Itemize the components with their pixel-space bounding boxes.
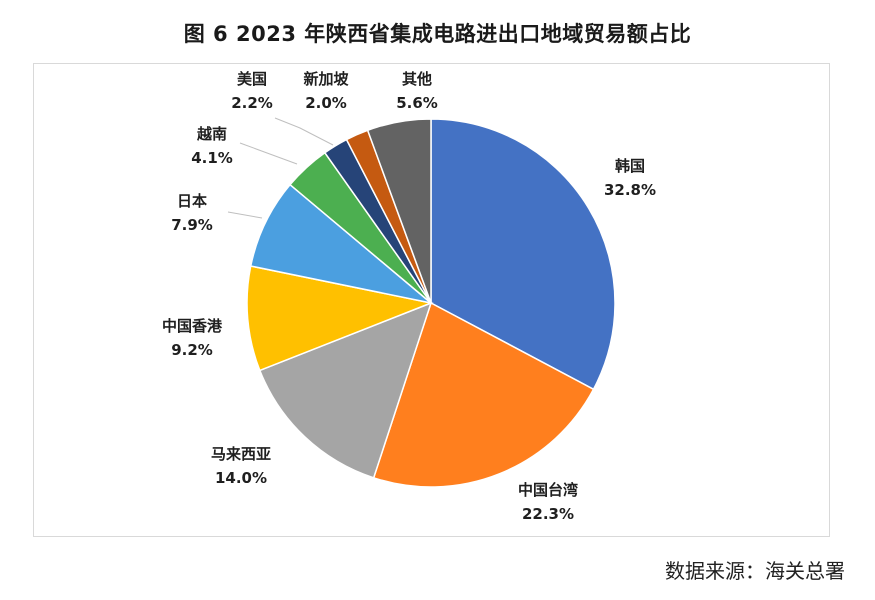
slice-label: 中国台湾 — [518, 481, 578, 499]
slice-labels: 韩国 32.8% 中国台湾 22.3% 马来西亚 14.0% 中国香港 9.2% 日本 7.9% 越… — [162, 70, 656, 523]
source-note: 数据来源：海关总署 — [665, 559, 845, 583]
slice-value-label: 5.6% — [396, 94, 438, 112]
slice-label: 日本 — [177, 192, 207, 210]
leader-line — [274, 117, 334, 146]
slice-label: 马来西亚 — [211, 445, 271, 463]
slice-label: 新加坡 — [303, 70, 348, 88]
leader-line — [227, 211, 263, 219]
slice-label: 韩国 — [615, 157, 645, 175]
slice-value-label: 2.2% — [231, 94, 273, 112]
slice-label: 中国香港 — [162, 317, 223, 335]
slice-value-label: 2.0% — [305, 94, 347, 112]
pie-slice-9 — [366, 118, 432, 304]
pie-slice-4 — [246, 265, 434, 372]
leader-line — [239, 142, 298, 165]
slice-value-label: 4.1% — [191, 149, 233, 167]
pie-slices — [246, 118, 616, 488]
leader-lines — [227, 117, 334, 219]
chart-title: 图 6 2023 年陕西省集成电路进出口地域贸易额占比 — [183, 22, 692, 46]
pie-slice-3 — [258, 301, 433, 479]
slice-label: 其他 — [402, 70, 432, 88]
pie-slice-5 — [249, 183, 432, 304]
pie-slice-1 — [430, 118, 616, 391]
pie-slice-2 — [372, 301, 595, 488]
slice-value-label: 7.9% — [171, 216, 213, 234]
slice-value-label: 22.3% — [522, 505, 574, 523]
slice-value-label: 14.0% — [215, 469, 267, 487]
slice-value-label: 9.2% — [171, 341, 213, 359]
chart-frame — [33, 63, 830, 537]
slice-label: 越南 — [196, 125, 227, 143]
slice-value-label: 32.8% — [604, 181, 656, 199]
slice-label: 美国 — [237, 70, 267, 88]
